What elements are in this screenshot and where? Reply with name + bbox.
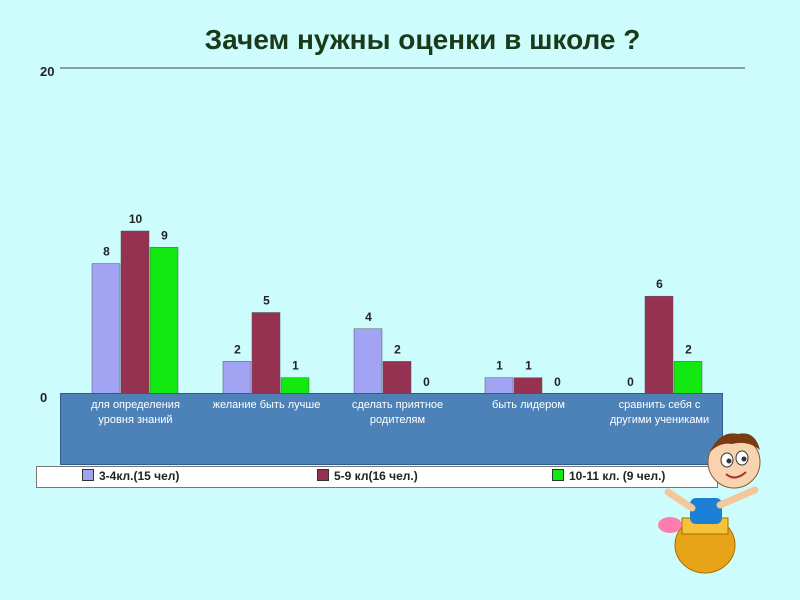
legend-item-2: 5-9 кл(16 чел.) — [317, 469, 418, 483]
category-band — [60, 393, 723, 465]
y-tick-label: 20 — [40, 64, 54, 79]
legend-label-2: 5-9 кл(16 чел.) — [334, 469, 418, 483]
bar — [222, 361, 252, 395]
bar — [251, 312, 281, 395]
bar-value-label: 2 — [685, 342, 692, 356]
legend-label-1: 3-4кл.(15 чел) — [99, 469, 180, 483]
bar — [280, 377, 310, 395]
legend-label-3: 10-11 кл. (9 чел.) — [569, 469, 666, 483]
category-label: сравнить себя с другими учениками — [609, 399, 710, 426]
bar-value-label: 1 — [292, 359, 299, 373]
bar — [353, 328, 383, 395]
legend-swatch-3 — [552, 469, 564, 481]
schoolkid-illustration — [658, 433, 761, 574]
y-tick-label: 0 — [40, 390, 47, 405]
bar — [673, 361, 703, 395]
category-label: для определения уровня знаний — [91, 399, 180, 426]
bar — [120, 230, 150, 395]
bar-value-label: 0 — [423, 375, 430, 389]
bar — [91, 263, 121, 395]
bar-value-label: 9 — [161, 228, 168, 242]
bar — [484, 377, 514, 395]
category-label: быть лидером — [492, 399, 565, 411]
legend-item-3: 10-11 кл. (9 чел.) — [552, 469, 665, 483]
bar-value-label: 5 — [263, 294, 270, 308]
bar — [382, 361, 412, 395]
bar-value-label: 10 — [129, 212, 143, 226]
bar-value-label: 2 — [234, 342, 241, 356]
bar — [644, 295, 674, 395]
bar-value-label: 4 — [365, 310, 372, 324]
chart-title: Зачем нужны оценки в школе ? — [204, 24, 641, 55]
bar-value-label: 0 — [627, 375, 634, 389]
legend-item-1: 3-4кл.(15 чел) — [82, 469, 179, 483]
bar-value-label: 0 — [554, 375, 561, 389]
category-label: сделать приятное родителям — [351, 399, 444, 426]
bar-value-label: 2 — [394, 342, 401, 356]
legend-swatch-2 — [317, 469, 329, 481]
bar — [513, 377, 543, 395]
bar-value-label: 1 — [525, 359, 532, 373]
bar — [149, 247, 179, 395]
bar-value-label: 6 — [656, 277, 663, 291]
legend-swatch-1 — [82, 469, 94, 481]
bar-value-label: 1 — [496, 359, 503, 373]
bar-value-label: 8 — [103, 245, 110, 259]
category-label: желание быть лучше — [212, 399, 321, 411]
legend: 3-4кл.(15 чел) 5-9 кл(16 чел.) 10-11 кл.… — [36, 466, 718, 488]
